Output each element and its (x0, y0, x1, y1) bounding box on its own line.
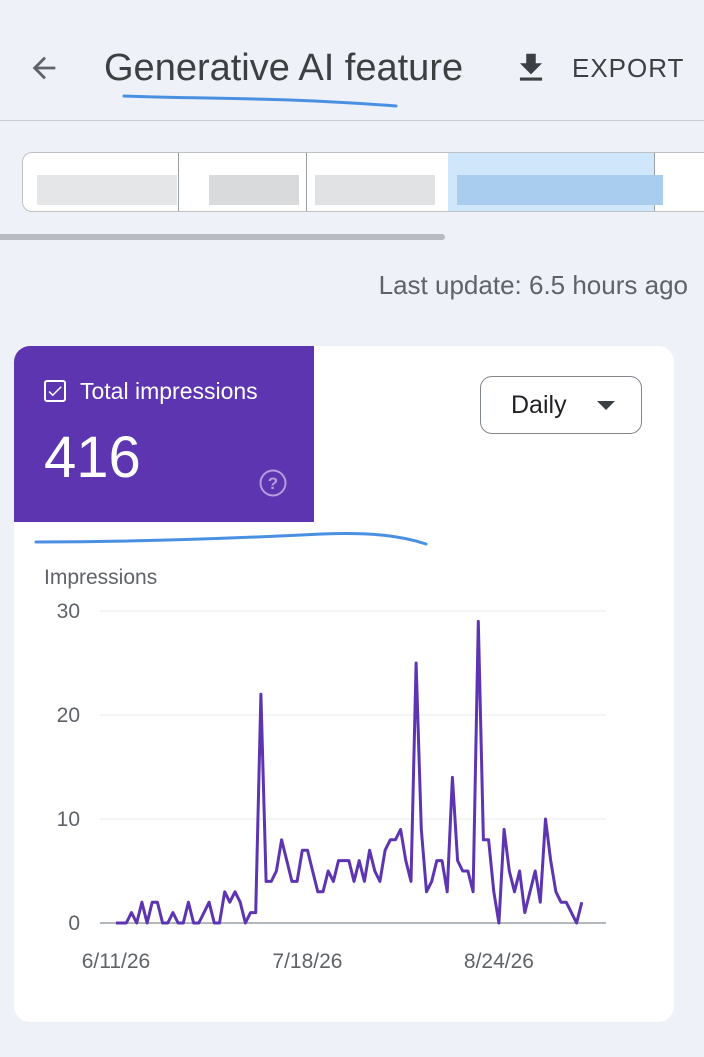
impressions-series-line (116, 619, 584, 925)
x-tick-label: 6/11/26 (82, 950, 151, 973)
performance-card: Total impressions 416 ? Daily Impression… (14, 346, 674, 1022)
arrow-back-icon (32, 56, 56, 80)
app-bar: Generative AI feature EXPORT (0, 0, 704, 121)
filter-chip[interactable] (178, 153, 307, 211)
filter-chip[interactable] (23, 153, 179, 211)
x-tick-label: 7/18/26 (272, 950, 342, 973)
last-update-text: Last update: 6.5 hours ago (378, 270, 688, 300)
obscured-content (37, 175, 177, 205)
y-tick-label: 30 (57, 600, 80, 623)
filter-chips-strip[interactable] (22, 152, 704, 212)
export-label: EXPORT (572, 52, 685, 83)
help-icon[interactable]: ? (258, 468, 288, 498)
title-annotation-underline (122, 94, 398, 108)
tile-annotation-underline (34, 531, 428, 546)
page-title: Generative AI feature (104, 47, 464, 89)
obscured-content (457, 175, 663, 205)
granularity-select[interactable]: Daily (480, 376, 642, 434)
obscured-content (315, 175, 435, 205)
obscured-content (209, 175, 299, 205)
back-button[interactable] (24, 48, 64, 88)
export-button[interactable]: EXPORT (512, 46, 688, 90)
total-impressions-tile[interactable]: Total impressions 416 ? (14, 346, 314, 522)
check-icon (48, 386, 62, 397)
granularity-value: Daily (511, 390, 567, 419)
y-tick-label: 0 (68, 912, 80, 935)
download-icon (519, 53, 543, 81)
metric-value: 416 (44, 425, 141, 490)
horizontal-scroll-indicator[interactable] (0, 234, 445, 240)
chart-y-axis-label: Impressions (44, 566, 158, 589)
x-tick-label: 8/24/26 (464, 950, 534, 973)
y-tick-label: 10 (57, 808, 80, 831)
metric-checkbox[interactable] (44, 380, 66, 402)
caret-down-icon (597, 401, 615, 410)
metric-label: Total impressions (80, 378, 258, 404)
svg-text:?: ? (268, 474, 278, 493)
impressions-chart: 0 10 20 30 6/11/26 7/18/26 8/24/26 (57, 600, 606, 973)
y-tick-label: 20 (57, 704, 80, 727)
